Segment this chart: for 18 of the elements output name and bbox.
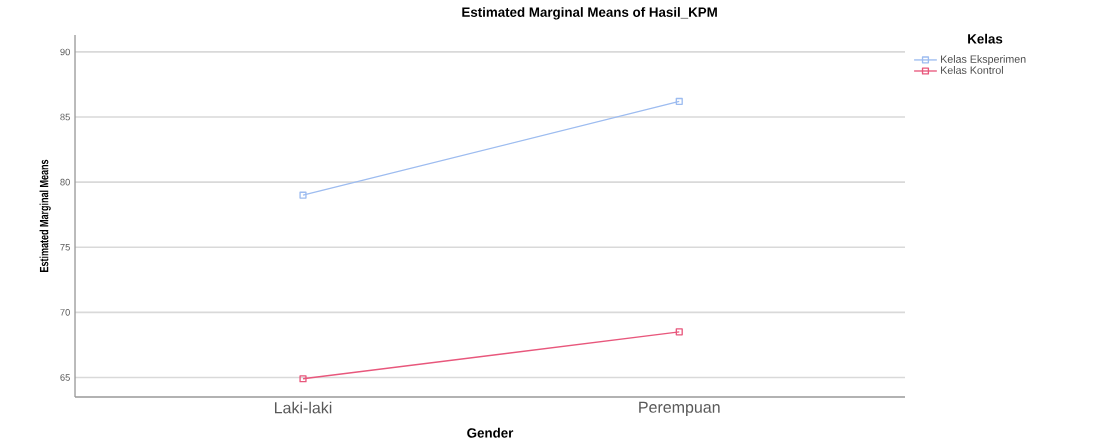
- point: [299, 191, 307, 199]
- y-tick-label: 90: [60, 48, 70, 56]
- y-axis-title: Estimated Marginal Means: [39, 159, 51, 272]
- y-tick-label: 85: [60, 113, 70, 121]
- y-tick-label: 65: [60, 374, 70, 381]
- point: [675, 328, 683, 336]
- legend-label: Kelas Eksperimen: [941, 55, 1026, 66]
- point: [299, 375, 307, 383]
- legend-title: Kelas: [968, 33, 1003, 44]
- x-tick-label: Laki-laki: [274, 401, 332, 414]
- x-tick-label: Perempuan: [639, 401, 720, 417]
- y-tick-label: 70: [60, 309, 70, 316]
- chart-title: Estimated Marginal Means of Hasil_KPM: [462, 7, 717, 20]
- x-axis-title: Gender: [467, 427, 514, 438]
- legend-label: Kelas Kontrol: [941, 66, 1003, 74]
- y-tick-label: 80: [60, 178, 70, 186]
- point: [675, 97, 683, 105]
- y-tick-label: 75: [60, 243, 70, 251]
